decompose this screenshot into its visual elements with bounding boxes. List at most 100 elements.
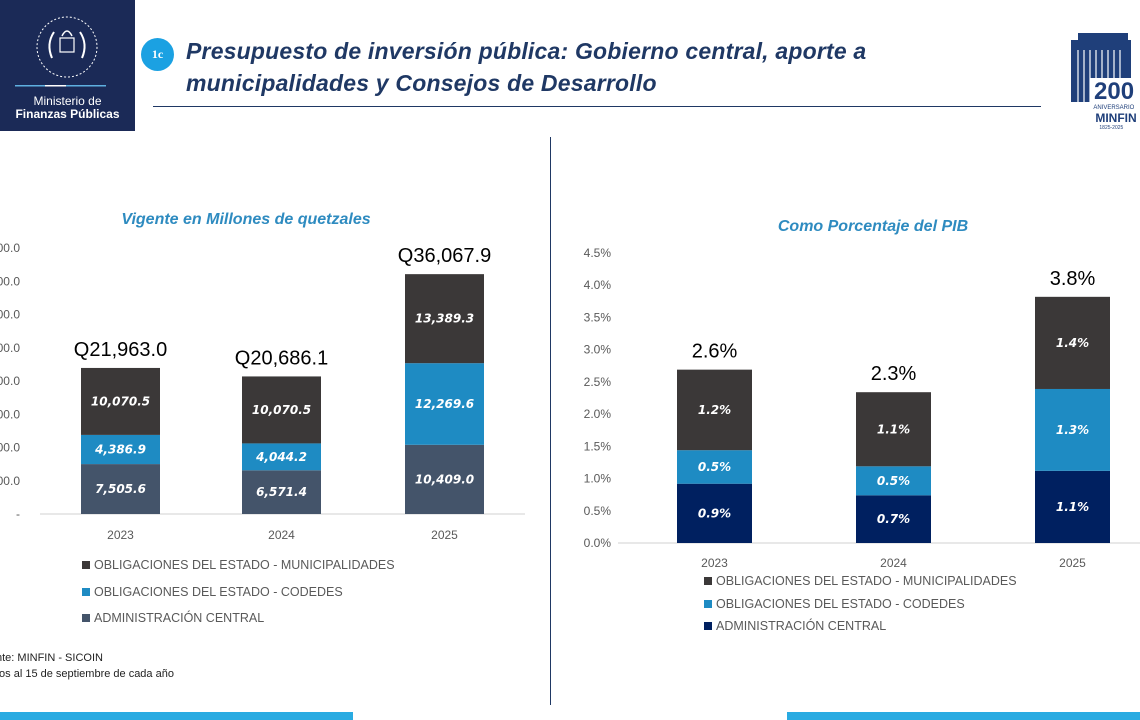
- y-tick-label: 40,000.0: [0, 241, 20, 255]
- data-label: 6,571.4: [256, 485, 307, 499]
- bar-segment: [677, 450, 752, 484]
- y-tick-label: 3.5%: [584, 310, 612, 324]
- legend-swatch: [704, 577, 712, 585]
- bar-segment: [1035, 296, 1110, 389]
- title-line-1: Presupuesto de inversión pública: Gobier…: [186, 38, 867, 64]
- y-tick-label: 1.5%: [584, 439, 612, 453]
- data-label: 13,389.3: [415, 312, 474, 326]
- data-label: 10,070.5: [252, 403, 311, 417]
- data-label: 7,505.6: [95, 482, 146, 496]
- x-tick-label: 2024: [880, 556, 907, 570]
- y-tick-label: 0.5%: [584, 504, 612, 518]
- data-label: 0.5%: [698, 460, 731, 474]
- bar-segment: [81, 367, 160, 435]
- bar-segment: [81, 434, 160, 465]
- guatemala-seal-icon: [15, 16, 106, 87]
- ministry-logo: Ministerio de Finanzas Públicas: [0, 0, 135, 131]
- legend-swatch: [704, 600, 712, 608]
- data-label: 1.1%: [1056, 500, 1089, 514]
- y-tick-label: 25,000.0: [0, 341, 20, 355]
- bar-segment: [856, 392, 931, 467]
- data-label: 10,409.0: [415, 472, 474, 486]
- legend-swatch: [704, 622, 712, 630]
- y-tick-label: 35,000.0: [0, 274, 20, 288]
- bar-segment: [677, 369, 752, 451]
- page-title: Presupuesto de inversión pública: Gobier…: [186, 35, 1036, 99]
- bar-segment: [856, 495, 931, 543]
- y-tick-label: 4.5%: [584, 246, 612, 260]
- x-tick-label: 2025: [1059, 556, 1086, 570]
- legend-label: ADMINISTRACIÓN CENTRAL: [94, 610, 264, 625]
- legend-label: OBLIGACIONES DEL ESTADO - CODEDES: [94, 585, 343, 599]
- ministry-name-line2: Finanzas Públicas: [15, 107, 120, 121]
- x-tick-label: 2025: [431, 528, 458, 542]
- data-label: 0.5%: [877, 474, 910, 488]
- legend-swatch: [82, 561, 90, 569]
- anniversary-logo-text-part: 1825-2025: [1098, 125, 1124, 130]
- y-tick-label: 20,000.0: [0, 374, 20, 388]
- data-label: 1.1%: [877, 422, 910, 436]
- legend-label: ADMINISTRACIÓN CENTRAL: [716, 618, 886, 633]
- date-note: tos al 15 de septiembre de cada año: [0, 668, 174, 680]
- bar-segment: [1035, 470, 1110, 543]
- y-tick-label: 30,000.0: [0, 308, 20, 322]
- y-tick-label: 2.0%: [584, 407, 612, 421]
- y-tick-label: 15,000.0: [0, 407, 20, 421]
- data-label: 1.3%: [1056, 423, 1089, 437]
- bar-segment: [242, 376, 321, 444]
- legend-label: OBLIGACIONES DEL ESTADO - CODEDES: [716, 597, 965, 611]
- anniversary-logo-text-part: ANIVERSARIO: [1092, 105, 1135, 111]
- total-label: 2.3%: [871, 363, 917, 385]
- total-label: 3.8%: [1050, 268, 1096, 290]
- footer-bar-right: [787, 712, 1140, 720]
- x-tick-label: 2024: [268, 528, 295, 542]
- y-tick-label: 0.0%: [584, 536, 612, 550]
- y-tick-label: 5,000.0: [0, 474, 20, 488]
- bar-segment: [405, 444, 484, 514]
- bar-segment: [242, 470, 321, 514]
- right-chart-title: Como Porcentaje del PIB: [778, 218, 968, 235]
- data-label: 0.7%: [877, 512, 910, 526]
- slide-badge: 1c: [141, 38, 174, 71]
- footer-bar-left: [0, 712, 353, 720]
- y-tick-label: -: [16, 507, 20, 521]
- total-label: Q36,067.9: [398, 245, 491, 267]
- total-label: Q20,686.1: [235, 347, 328, 369]
- data-label: 12,269.6: [415, 397, 474, 411]
- data-label: 1.2%: [698, 403, 731, 417]
- legend-swatch: [82, 614, 90, 622]
- legend-label: OBLIGACIONES DEL ESTADO - MUNICIPALIDADE…: [716, 574, 1017, 588]
- y-tick-label: 10,000.0: [0, 441, 20, 455]
- total-label: Q21,963.0: [74, 339, 167, 361]
- data-label: 10,070.5: [91, 394, 150, 408]
- total-label: 2.6%: [692, 341, 738, 363]
- data-label: 4,044.2: [255, 450, 307, 464]
- data-label: 4,386.9: [94, 443, 146, 457]
- y-tick-label: 2.5%: [584, 375, 612, 389]
- title-line-2: municipalidades y Consejos de Desarrollo: [186, 70, 657, 96]
- source-note: nte: MINFIN - SICOIN: [0, 652, 103, 664]
- y-tick-label: 3.0%: [584, 343, 612, 357]
- x-tick-label: 2023: [701, 556, 728, 570]
- bar-segment: [405, 274, 484, 364]
- left-chart-title: Vigente en Millones de quetzales: [121, 211, 370, 228]
- y-tick-label: 4.0%: [584, 278, 612, 292]
- anniversary-logo: 200 ANIVERSARIO MINFIN 1825-2025: [1071, 33, 1140, 130]
- title-underline: [153, 106, 1041, 107]
- bar-segment: [856, 466, 931, 496]
- bar-segment: [1035, 388, 1110, 471]
- data-label: 0.9%: [698, 506, 731, 520]
- bar-segment: [81, 464, 160, 514]
- ministry-name-line1: Ministerio de: [33, 94, 102, 108]
- legend-swatch: [82, 588, 90, 596]
- x-tick-label: 2023: [107, 528, 134, 542]
- anniversary-logo-text-part: 200: [1094, 78, 1134, 105]
- section-divider: [550, 137, 551, 705]
- bar-segment: [242, 443, 321, 471]
- legend-label: OBLIGACIONES DEL ESTADO - MUNICIPALIDADE…: [94, 558, 395, 572]
- data-label: 1.4%: [1056, 336, 1089, 350]
- anniversary-logo-text-part: MINFIN: [1092, 111, 1137, 125]
- anniversary-logo-text: 200 ANIVERSARIO MINFIN 1825-2025: [1092, 78, 1137, 130]
- bar-segment: [677, 483, 752, 543]
